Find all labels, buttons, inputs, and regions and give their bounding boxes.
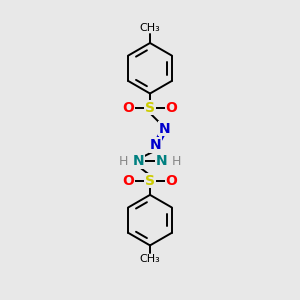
Text: O: O [166, 101, 177, 115]
Text: CH₃: CH₃ [140, 23, 160, 33]
Text: O: O [123, 174, 134, 188]
Text: O: O [166, 174, 177, 188]
Text: O: O [123, 101, 134, 115]
Text: CH₃: CH₃ [140, 254, 160, 264]
Text: N: N [132, 154, 144, 168]
Text: S: S [145, 174, 155, 188]
Text: S: S [145, 101, 155, 115]
Text: H: H [119, 155, 128, 168]
Text: H: H [172, 155, 181, 168]
Text: N: N [159, 122, 171, 136]
Text: N: N [150, 138, 162, 152]
Text: N: N [156, 154, 168, 168]
